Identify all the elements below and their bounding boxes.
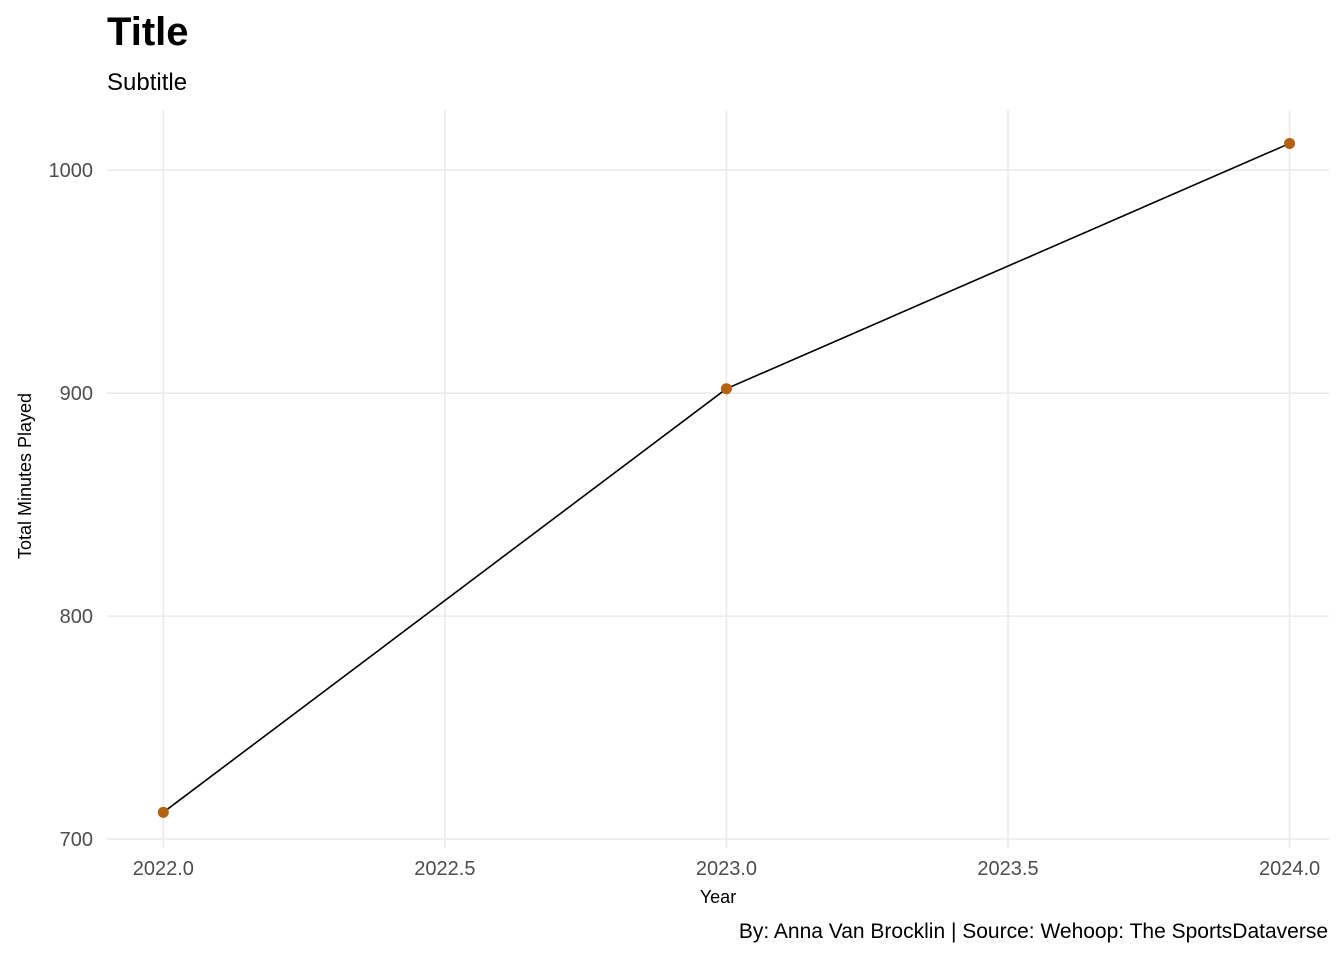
data-point: [720, 383, 732, 395]
x-tick-label: 2022.0: [133, 858, 194, 880]
y-axis-title: Total Minutes Played: [15, 393, 35, 559]
y-axis-ticks: 700 800 900 1000: [49, 160, 94, 851]
x-tick-label: 2024.0: [1259, 858, 1320, 880]
y-tick-label: 1000: [49, 160, 94, 182]
grid-layer: [107, 110, 1329, 848]
data-point: [157, 806, 169, 818]
x-axis-ticks: 2022.0 2022.5 2023.0 2023.5 2024.0: [133, 858, 1320, 880]
y-tick-label: 700: [60, 829, 93, 851]
x-axis-title: Year: [700, 887, 736, 907]
chart-caption: By: Anna Van Brocklin | Source: Wehoop: …: [738, 920, 1328, 943]
data-point: [1284, 137, 1296, 149]
y-tick-label: 800: [60, 606, 93, 628]
series-layer: [157, 137, 1296, 818]
x-tick-label: 2022.5: [414, 858, 475, 880]
x-tick-label: 2023.0: [696, 858, 757, 880]
y-tick-label: 900: [60, 383, 93, 405]
x-tick-label: 2023.5: [977, 858, 1038, 880]
chart-title: Title: [107, 10, 189, 54]
chart-subtitle: Subtitle: [107, 69, 188, 96]
